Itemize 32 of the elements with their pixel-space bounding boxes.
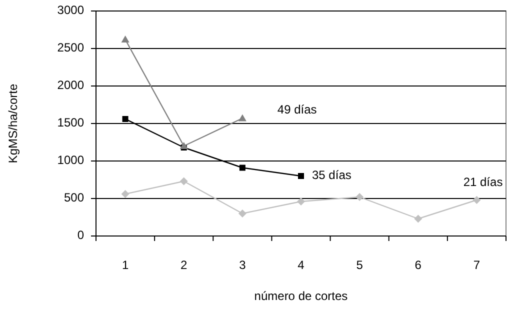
- y-tick-label: 3000: [57, 3, 84, 18]
- point: [239, 164, 246, 171]
- point: [180, 142, 188, 149]
- y-axis-title: KgMS/ha/corte: [6, 83, 20, 164]
- point: [121, 190, 130, 198]
- x-tick-label: 2: [180, 258, 188, 272]
- point: [472, 196, 481, 204]
- y-tick-label: 1500: [57, 116, 84, 130]
- point: [298, 173, 304, 179]
- x-tick-label: 3: [239, 258, 246, 272]
- y-tick-label: 2500: [57, 40, 84, 55]
- y-tick-label: 1000: [57, 153, 84, 168]
- x-tick-label: 7: [473, 258, 480, 272]
- y-tick-label: 500: [64, 190, 84, 205]
- y-tick-label: 0: [77, 228, 84, 242]
- point: [180, 177, 188, 186]
- series-label: 35 días: [312, 168, 352, 182]
- point: [356, 193, 364, 201]
- x-tick-label: 1: [122, 258, 129, 272]
- point: [297, 198, 305, 206]
- point: [238, 114, 246, 122]
- x-axis-title: número de cortes: [254, 289, 348, 303]
- x-tick-label: 4: [298, 258, 305, 272]
- point: [238, 210, 246, 218]
- point: [122, 116, 128, 122]
- point: [414, 214, 422, 223]
- x-tick-label: 5: [356, 258, 364, 272]
- x-tick-label: 6: [414, 258, 422, 272]
- series-label: 21 días: [463, 175, 503, 190]
- point: [121, 36, 130, 42]
- text: 49 días: [277, 102, 317, 116]
- y-tick-label: 2000: [57, 78, 84, 92]
